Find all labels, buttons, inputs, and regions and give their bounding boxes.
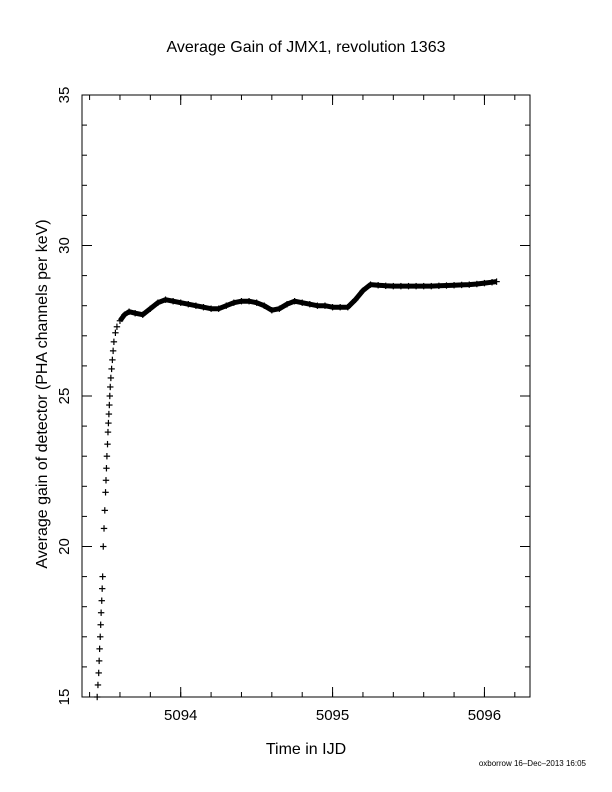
data-point (106, 401, 113, 409)
data-point (101, 507, 108, 514)
data-point (106, 392, 113, 400)
data-point (109, 347, 117, 355)
data-point (104, 428, 112, 436)
data-series-band (117, 279, 497, 323)
data-point (105, 410, 113, 418)
data-point (113, 323, 121, 330)
plot-frame (81, 94, 531, 698)
y-tick-label: 30 (56, 237, 73, 254)
footer-credit: oxborrow 16–Dec–2013 16:05 (479, 759, 587, 768)
data-point (112, 329, 119, 336)
data-point (100, 525, 108, 532)
data-point (105, 419, 112, 427)
tick-labels: 5094 5095 5096 15 20 25 30 35 (56, 87, 501, 724)
x-tick-label: 5095 (316, 707, 349, 724)
data-point (100, 543, 107, 550)
data-point (96, 645, 103, 653)
data-point (109, 356, 116, 364)
data-point (104, 440, 111, 448)
x-tick-label: 5096 (468, 707, 501, 724)
x-axis-label: Time in IJD (266, 741, 346, 758)
data-point (98, 585, 106, 592)
data-point (97, 633, 104, 640)
data-point (93, 693, 101, 701)
data-point (102, 489, 109, 496)
data-point (110, 338, 118, 346)
y-tick-label: 35 (56, 87, 73, 104)
y-tick-label: 20 (56, 538, 73, 555)
data-point (94, 681, 102, 689)
chart-title: Average Gain of JMX1, revolution 1363 (167, 39, 446, 56)
y-tick-label: 25 (56, 388, 73, 405)
data-point (108, 365, 115, 373)
data-point (102, 477, 110, 484)
data-point (107, 374, 115, 382)
data-point (97, 609, 105, 616)
data-point (95, 657, 103, 665)
x-tick-label: 5094 (164, 707, 197, 724)
data-point (103, 465, 110, 472)
axis-ticks (82, 94, 530, 698)
y-tick-label: 15 (56, 689, 73, 706)
data-series (93, 278, 500, 701)
data-point (97, 621, 104, 628)
data-point (103, 453, 111, 460)
data-point (107, 383, 114, 391)
data-point (99, 573, 106, 580)
data-point (98, 597, 105, 604)
y-axis-label: Average gain of detector (PHA channels p… (34, 219, 51, 568)
data-point (95, 669, 102, 677)
